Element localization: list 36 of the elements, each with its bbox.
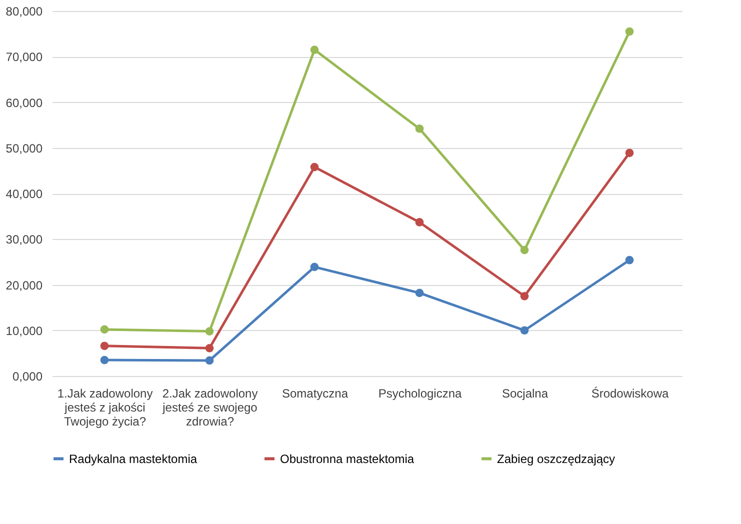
point [520,326,529,335]
point [100,356,109,364]
y-tick-label: 60,000 [6,96,43,110]
y-tick-label: 0,000 [12,370,43,384]
point [415,288,424,298]
point [205,356,214,365]
x-tick-label: Somatyczna [282,386,348,400]
point [100,342,109,350]
y-tick-label: 20,000 [6,278,43,292]
x-tick-label: Środowiskowa [591,386,670,400]
point [310,162,319,172]
point [415,124,424,133]
y-tick-label: 70,000 [6,50,43,64]
y-tick-label: 40,000 [6,187,43,201]
x-tick-label: 1.Jak zadowolony jesteś z jakości Twojego życia? [57,386,153,428]
point [625,256,634,264]
point [205,344,214,352]
point [100,325,109,334]
point [625,27,634,36]
legend-label: Zabieg oszczędzający [497,452,616,466]
y-tick-label: 50,000 [6,141,43,156]
point [520,246,529,254]
x-tick-label: 2.Jak zadowolony jesteś ze swojego zdrowia? [162,386,258,428]
legend-label: Radykalna mastektomia [69,452,198,466]
y-tick-label: 30,000 [6,232,43,247]
point [625,148,634,158]
point [415,218,424,226]
point [310,46,319,54]
y-tick-label: 80,000 [6,4,43,18]
x-tick-label: Socjalna [502,386,548,400]
point [310,262,319,272]
y-tick-label: 10,000 [6,324,43,338]
point [520,292,529,300]
legend-label: Obustronna mastektomia [280,452,414,466]
point [205,327,214,336]
x-tick-label: Psychologiczna [378,386,462,400]
